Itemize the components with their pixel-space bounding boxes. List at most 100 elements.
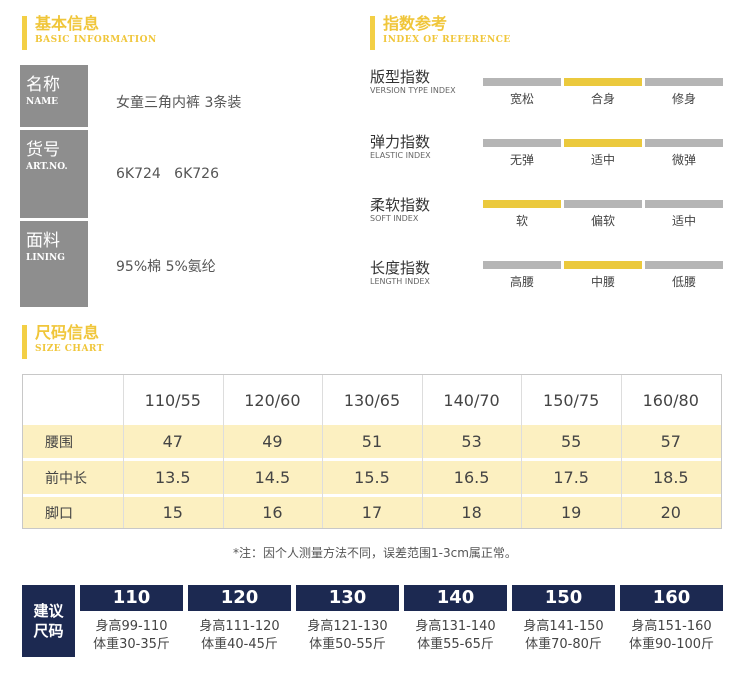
- table-cell: 14.5: [254, 468, 291, 487]
- recommend-height: 身高99-110: [95, 619, 168, 634]
- table-divider: [521, 375, 522, 528]
- info-label-en: NAME: [26, 97, 59, 107]
- recommend-size-col: 130 身高121-130 体重50-55斤: [296, 585, 399, 654]
- recommend-size-col: 140 身高131-140 体重55-65斤: [404, 585, 507, 654]
- index-segment: 软: [483, 200, 561, 229]
- index-scale-length: 高腰 中腰 低腰: [483, 261, 723, 290]
- recommend-height: 身高141-150: [523, 619, 604, 634]
- recommend-weight: 体重50-55斤: [309, 637, 386, 652]
- table-header-cell: 140/70: [443, 390, 500, 410]
- table-cell: 17: [361, 503, 383, 522]
- index-segment: 中腰: [564, 261, 642, 290]
- info-label-en: ART.NO.: [26, 162, 68, 172]
- table-header-cell: 160/80: [642, 390, 699, 410]
- index-segment: 无弹: [483, 139, 561, 168]
- recommend-label-line1: 建议: [33, 602, 64, 620]
- table-cell: 57: [660, 432, 681, 451]
- index-segment: 合身: [564, 78, 642, 107]
- index-name-en: LENGTH INDEX: [370, 277, 430, 286]
- index-name-cn: 长度指数: [370, 259, 431, 277]
- index-name-cn: 版型指数: [370, 68, 431, 86]
- recommend-weight: 体重30-35斤: [93, 637, 170, 652]
- table-row: 前中长 13.5 14.5 15.5 16.5 17.5 18.5: [23, 461, 721, 494]
- recommend-weight: 体重40-45斤: [201, 637, 278, 652]
- recommend-size: 120: [188, 585, 291, 611]
- recommend-size-col: 110 身高99-110 体重30-35斤: [80, 585, 183, 654]
- info-label-lining: 面料 LINING: [20, 221, 88, 307]
- table-row-label: 脚口: [45, 505, 73, 522]
- table-cell: 49: [262, 432, 283, 451]
- index-scale-version: 宽松 合身 修身: [483, 78, 723, 107]
- table-row: 脚口 15 16 17 18 19 20: [23, 497, 721, 528]
- table-divider: [223, 375, 224, 528]
- recommend-size: 130: [296, 585, 399, 611]
- recommend-height: 身高121-130: [307, 619, 388, 634]
- table-cell: 51: [361, 432, 383, 451]
- table-header-cell: 110/55: [144, 390, 201, 410]
- section-accent-bar: [370, 16, 375, 50]
- section-accent-bar: [22, 16, 27, 50]
- table-header-row: 110/55 120/60 130/65 140/70 150/75 160/8…: [23, 375, 721, 425]
- index-name-version: 版型指数 VERSION TYPE INDEX: [370, 68, 456, 96]
- table-cell: 16.5: [453, 468, 490, 487]
- index-name-en: VERSION TYPE INDEX: [370, 86, 456, 95]
- index-name-elastic: 弹力指数 ELASTIC INDEX: [370, 133, 431, 161]
- info-label-cn: 名称: [26, 75, 60, 95]
- recommend-size: 110: [80, 585, 183, 611]
- table-cell: 18.5: [652, 468, 689, 487]
- table-cell: 55: [560, 432, 582, 451]
- recommend-label-line2: 尺码: [33, 622, 64, 640]
- info-label-name: 名称 NAME: [20, 65, 88, 127]
- table-header-cell: 150/75: [543, 390, 600, 410]
- index-name-soft: 柔软指数 SOFT INDEX: [370, 196, 430, 224]
- table-cell: 13.5: [154, 468, 191, 487]
- index-title-cn: 指数参考: [383, 14, 448, 33]
- table-cell: 16: [262, 503, 283, 522]
- size-table: 110/55 120/60 130/65 140/70 150/75 160/8…: [22, 374, 722, 529]
- recommend-height: 身高111-120: [199, 619, 280, 634]
- index-segment: 修身: [645, 78, 723, 107]
- index-segment: 适中: [645, 200, 723, 229]
- recommend-label: 建议 尺码: [22, 585, 75, 657]
- table-row: 腰围 47 49 51 53 55 57: [23, 425, 721, 458]
- table-divider: [621, 375, 622, 528]
- info-value-name: 女童三角内裤 3条装: [116, 95, 242, 111]
- recommend-height: 身高131-140: [415, 619, 496, 634]
- recommend-size: 140: [404, 585, 507, 611]
- table-divider: [123, 375, 124, 528]
- index-header: 指数参考 INDEX OF REFERENCE: [370, 14, 511, 50]
- table-cell: 20: [660, 503, 681, 522]
- table-cell: 15.5: [354, 468, 390, 487]
- index-name-cn: 弹力指数: [370, 133, 431, 151]
- basic-info-title-cn: 基本信息: [35, 14, 100, 33]
- table-row-label: 腰围: [45, 434, 73, 451]
- index-name-length: 长度指数 LENGTH INDEX: [370, 259, 430, 287]
- table-cell: 47: [162, 432, 183, 451]
- recommend-weight: 体重90-100斤: [628, 637, 715, 652]
- index-segment: 适中: [564, 139, 642, 168]
- index-scale-elastic: 无弹 适中 微弹: [483, 139, 723, 168]
- table-divider: [422, 375, 423, 528]
- index-name-en: SOFT INDEX: [370, 214, 419, 223]
- section-accent-bar: [22, 325, 27, 359]
- table-cell: 19: [560, 503, 582, 522]
- index-title-en: INDEX OF REFERENCE: [383, 35, 511, 45]
- index-name-cn: 柔软指数: [370, 196, 431, 214]
- recommend-size-col: 160 身高151-160 体重90-100斤: [620, 585, 723, 654]
- table-divider: [322, 375, 323, 528]
- index-segment: 宽松: [483, 78, 561, 107]
- index-segment: 低腰: [645, 261, 723, 290]
- info-value-artno: 6K724 6K726: [116, 166, 219, 182]
- table-header-cell: 130/65: [343, 390, 401, 410]
- index-segment: 微弹: [645, 139, 723, 168]
- measurement-note: *注：因个人测量方法不同，误差范围1-3cm属正常。: [233, 546, 517, 560]
- index-segment: 偏软: [564, 200, 642, 229]
- table-cell: 18: [461, 503, 482, 522]
- info-value-lining: 95%棉 5%氨纶: [116, 259, 216, 275]
- recommend-size: 160: [620, 585, 723, 611]
- info-label-cn: 货号: [26, 140, 60, 160]
- size-chart-header: 尺码信息 SIZE CHART: [22, 323, 104, 359]
- recommend-size-col: 150 身高141-150 体重70-80斤: [512, 585, 615, 654]
- table-cell: 53: [461, 432, 482, 451]
- index-name-en: ELASTIC INDEX: [370, 151, 431, 160]
